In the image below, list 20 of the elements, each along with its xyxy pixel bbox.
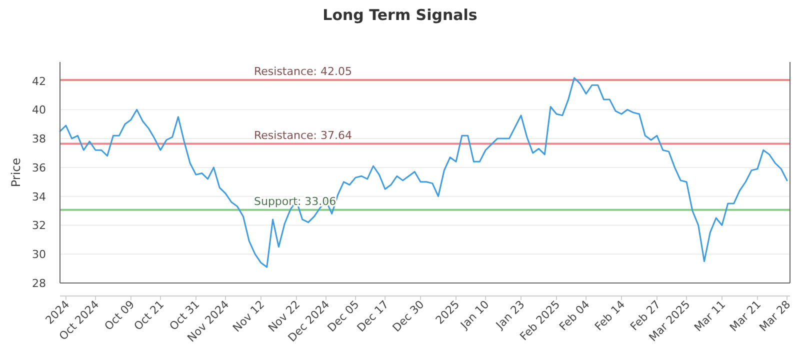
x-tick-label: Nov 12 — [230, 298, 268, 335]
y-tick-label: 36 — [32, 161, 46, 174]
x-tick-label: Dec 30 — [390, 298, 427, 335]
y-axis-title: Price — [9, 158, 23, 188]
ref-line-label: Resistance: 42.05 — [254, 65, 352, 78]
chart-title: Long Term Signals — [322, 6, 478, 24]
y-tick-label: 32 — [32, 219, 46, 232]
y-tick-label: 30 — [32, 248, 46, 262]
x-tick-label: Oct 21 — [132, 298, 167, 333]
y-tick-label: 40 — [32, 104, 46, 117]
y-tick-label: 42 — [32, 74, 46, 88]
y-tick-label: 28 — [32, 277, 46, 290]
x-tick-label: Mar 11 — [692, 298, 728, 334]
ref-line-label: Support: 33.06 — [254, 194, 336, 208]
y-tick-label: 34 — [32, 190, 46, 204]
ref-line-label: Resistance: 37.64 — [254, 128, 352, 142]
x-tick-label: Feb 14 — [592, 298, 628, 334]
x-tick-label: Jan 10 — [457, 298, 492, 332]
line-series — [59, 77, 788, 268]
y-tick-label: 38 — [32, 132, 46, 146]
